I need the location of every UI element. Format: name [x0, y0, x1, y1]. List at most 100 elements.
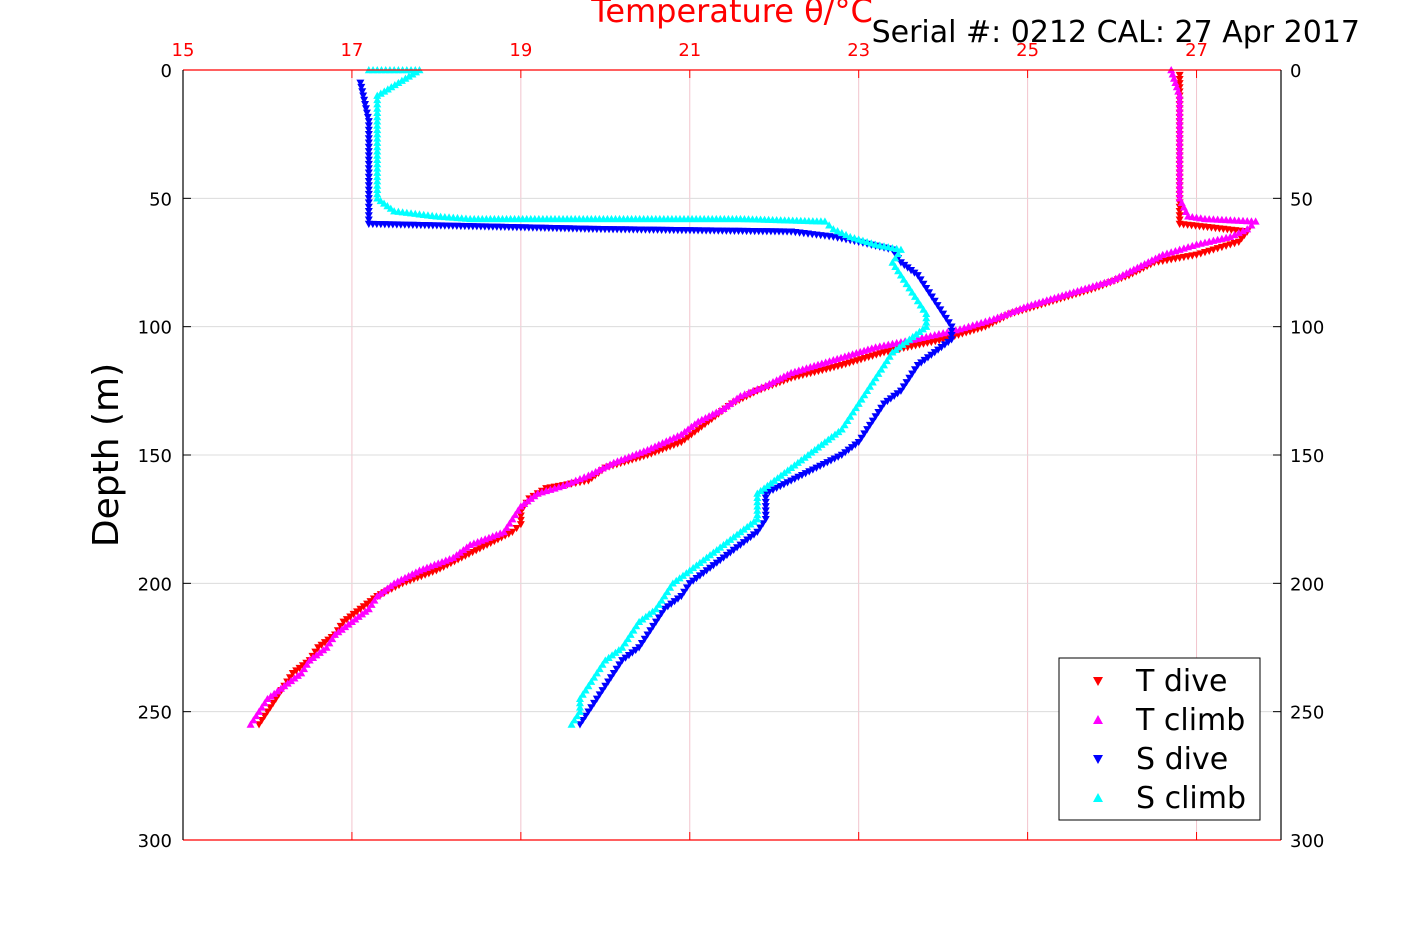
data-point [868, 378, 877, 386]
data-point [358, 88, 367, 96]
data-point [894, 267, 903, 275]
data-point [373, 592, 382, 600]
data-point [646, 627, 655, 635]
data-point [797, 471, 806, 480]
data-point [927, 293, 936, 301]
y-tick-label-right: 100 [1290, 318, 1324, 339]
data-point [682, 584, 691, 592]
data-point [860, 430, 869, 438]
data-point [919, 305, 928, 313]
data-point [573, 711, 582, 720]
data-point [621, 639, 630, 647]
data-point [1175, 177, 1184, 185]
chart-subtitle: Serial #: 0212 CAL: 27 Apr 2017 [872, 15, 1360, 50]
data-point [1175, 125, 1184, 134]
data-point [753, 502, 762, 510]
x-tick-label: 19 [509, 40, 532, 61]
data-point [941, 314, 950, 323]
data-point [1175, 95, 1184, 104]
data-point [761, 498, 770, 507]
data-point [1247, 221, 1256, 229]
y-tick-label-left: 200 [138, 574, 172, 595]
data-point [871, 413, 880, 421]
data-point [905, 284, 914, 292]
data-point [373, 160, 382, 168]
data-point [612, 665, 621, 673]
data-point [1175, 76, 1184, 84]
legend-marker [1093, 755, 1103, 764]
data-point [584, 708, 593, 716]
x-tick-label: 17 [340, 40, 363, 61]
data-point [271, 695, 280, 703]
data-point [601, 682, 610, 690]
data-point [364, 186, 373, 194]
data-point [854, 399, 863, 407]
data-point [880, 361, 889, 369]
data-point [757, 383, 766, 391]
legend-marker [1093, 677, 1103, 686]
data-point [874, 409, 883, 417]
data-point [877, 404, 886, 412]
data-point [598, 687, 607, 695]
data-point [364, 143, 373, 151]
series-s-dive [356, 79, 956, 729]
data-point [1243, 225, 1252, 233]
data-point [249, 716, 258, 724]
data-point [373, 147, 382, 155]
y-tick-label-left: 250 [138, 703, 172, 724]
data-point [373, 138, 382, 146]
data-point [787, 477, 796, 485]
data-point [922, 284, 931, 293]
data-point [1175, 164, 1184, 172]
data-point [1175, 216, 1184, 224]
data-point [657, 596, 666, 604]
data-point [857, 434, 866, 442]
data-point [373, 181, 382, 189]
data-point [911, 366, 919, 374]
data-point [373, 113, 382, 121]
data-point [761, 507, 770, 515]
data-point [761, 511, 770, 519]
data-point [461, 552, 470, 560]
data-point [373, 151, 382, 159]
data-point [502, 523, 511, 531]
data-point [590, 699, 599, 708]
data-point [590, 673, 599, 681]
data-point [1238, 227, 1247, 235]
data-point [902, 279, 911, 288]
data-point [1175, 172, 1184, 181]
data-point [356, 79, 365, 87]
data-point [753, 498, 762, 506]
data-point [826, 457, 835, 465]
data-point [364, 195, 373, 203]
data-point [663, 587, 672, 596]
data-point [595, 691, 604, 699]
data-point [373, 95, 382, 104]
data-point [570, 716, 579, 724]
data-point [1175, 91, 1184, 99]
data-point [575, 694, 584, 703]
data-point [913, 361, 922, 370]
data-point [816, 462, 825, 470]
data-point [364, 182, 373, 190]
data-point [260, 699, 269, 707]
data-point [373, 100, 382, 108]
data-point [257, 703, 266, 711]
series-s-climb [364, 66, 931, 728]
data-point [753, 489, 762, 497]
data-point [1251, 217, 1260, 225]
data-point [1175, 80, 1184, 88]
data-points [246, 66, 1260, 729]
data-point [563, 480, 572, 488]
data-point [325, 639, 334, 647]
data-point [649, 622, 658, 631]
data-point [916, 276, 925, 284]
y-tick-label-right: 50 [1290, 189, 1313, 210]
data-point [512, 524, 521, 533]
data-point [916, 301, 925, 309]
data-point [578, 690, 587, 698]
y-tick-label-left: 150 [138, 446, 172, 467]
data-point [891, 262, 900, 270]
data-point [364, 118, 373, 126]
